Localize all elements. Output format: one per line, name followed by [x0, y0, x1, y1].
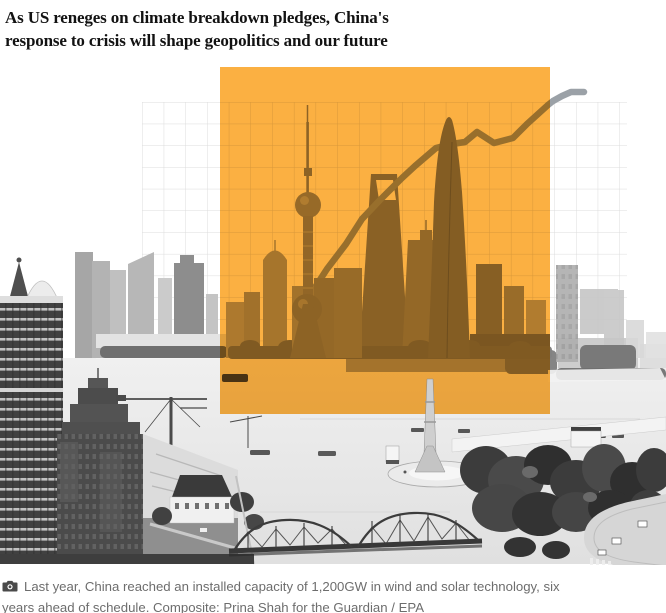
- park-trees: [460, 444, 666, 559]
- car: [637, 520, 648, 528]
- waibaidu-bridge: [228, 511, 483, 557]
- caption-line-2: years ahead of schedule. Composite: Prin…: [2, 600, 424, 613]
- article-figure: Last year, China reached an installed ca…: [0, 60, 666, 613]
- figure-caption: Last year, China reached an installed ca…: [2, 572, 658, 613]
- orange-square: [220, 67, 550, 414]
- mansion: [169, 475, 235, 524]
- camera-icon: [2, 572, 18, 592]
- headline-line-1: As US reneges on climate breakdown pledg…: [5, 8, 389, 27]
- car: [597, 549, 607, 556]
- brick-tower: [57, 368, 143, 564]
- car: [611, 537, 622, 545]
- striped-building: [0, 296, 63, 564]
- composite-illustration: [0, 60, 666, 565]
- headline-line-2: response to crisis will shape geopolitic…: [5, 31, 388, 50]
- caption-line-1: Last year, China reached an installed ca…: [24, 579, 560, 594]
- construction-cranes: [116, 395, 263, 452]
- skyline-right: [548, 265, 666, 382]
- road: [584, 494, 666, 565]
- quay-and-park: [451, 416, 666, 453]
- turret-cone: [8, 262, 30, 304]
- crosswalk: [590, 558, 611, 565]
- page-title: As US reneges on climate breakdown pledg…: [5, 6, 658, 52]
- foreground-bund: [0, 257, 264, 565]
